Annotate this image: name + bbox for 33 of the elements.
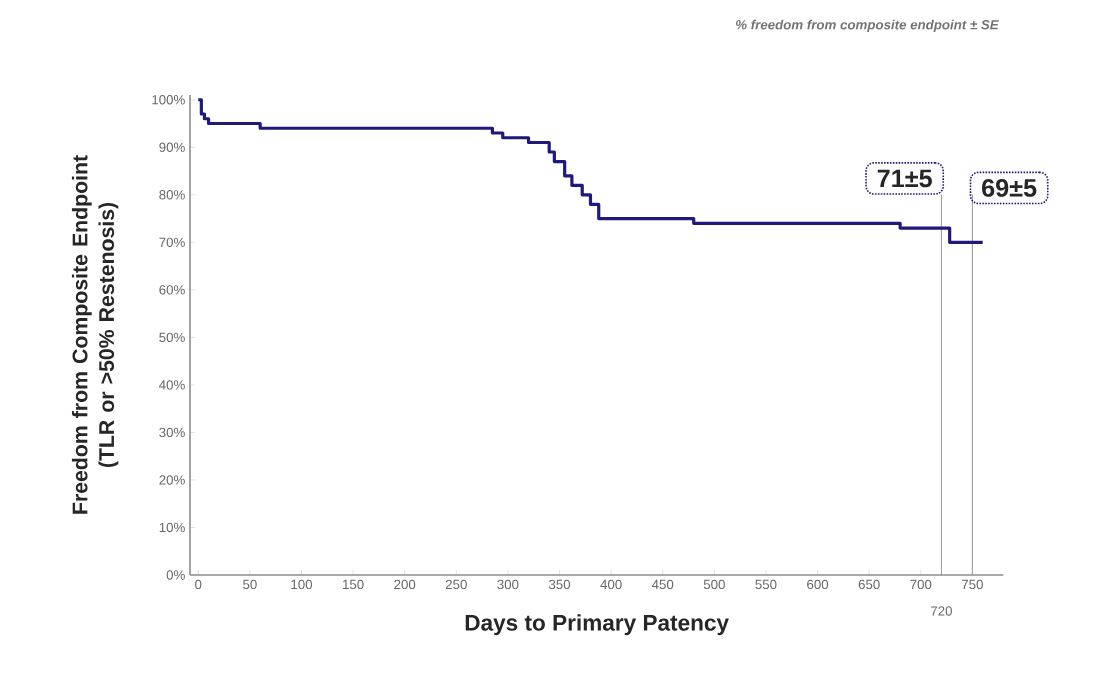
x-tick-label: 650 <box>858 579 880 590</box>
y-tick-label: 0% <box>166 570 185 580</box>
y-tick-label: 100% <box>152 95 185 105</box>
annotation: 71±5 <box>877 169 932 188</box>
y-axis-title: Freedom from Composite Endpoint (TLR or >50% Restenosis) <box>71 155 119 514</box>
x-tick-label: 600 <box>807 579 829 590</box>
x-tick-label: 400 <box>600 579 622 590</box>
x-tick-label: 350 <box>548 579 571 590</box>
y-tick-label: 90% <box>159 142 185 152</box>
y-tick-label: 20% <box>159 475 185 485</box>
x-tick-label: 300 <box>497 579 519 590</box>
ref-line-label: 720 <box>931 606 952 616</box>
y-tick-label: 40% <box>159 380 185 390</box>
x-tick-label: 250 <box>445 579 467 590</box>
x-tick-label: 100 <box>291 579 313 590</box>
y-tick-label: 60% <box>159 285 185 295</box>
x-tick-label: 450 <box>651 579 674 590</box>
x-axis-title: Days to Primary Patency <box>465 614 729 636</box>
y-tick-label: 30% <box>159 427 185 438</box>
x-tick-label: 750 <box>961 579 983 590</box>
y-tick-label: 70% <box>159 237 185 248</box>
y-tick-label: 10% <box>159 522 185 533</box>
chart-subtitle: % freedom from composite endpoint ± SE <box>735 19 999 33</box>
x-tick-label: 550 <box>755 579 777 590</box>
x-tick-label: 0 <box>195 579 202 590</box>
x-tick-label: 150 <box>343 579 364 590</box>
annotation: 69±5 <box>982 178 1037 197</box>
x-tick-label: 700 <box>910 579 932 590</box>
x-tick-label: 50 <box>243 579 257 590</box>
x-tick-label: 500 <box>703 579 725 590</box>
y-tick-label: 80% <box>159 190 185 200</box>
y-tick-label: 50% <box>159 332 185 343</box>
x-tick-label: 200 <box>394 579 416 590</box>
